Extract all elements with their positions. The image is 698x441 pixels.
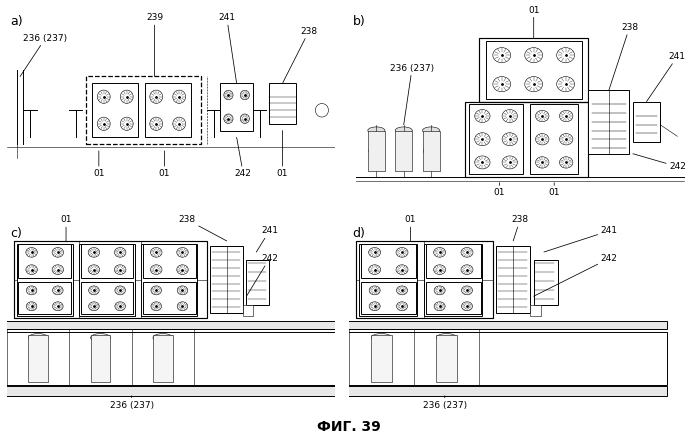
Bar bbox=[143, 282, 195, 314]
Bar bbox=[143, 244, 195, 278]
Bar bbox=[17, 244, 73, 316]
Bar bbox=[534, 260, 558, 305]
Text: 238: 238 bbox=[283, 27, 318, 83]
Bar bbox=[220, 83, 253, 131]
Bar bbox=[210, 247, 243, 313]
Text: b): b) bbox=[352, 15, 365, 28]
Bar bbox=[246, 260, 269, 305]
Bar bbox=[3, 386, 437, 396]
Text: 239: 239 bbox=[146, 13, 163, 76]
Text: 01: 01 bbox=[493, 183, 505, 197]
Bar bbox=[422, 131, 440, 171]
Bar bbox=[371, 335, 392, 382]
Text: 242: 242 bbox=[246, 254, 278, 296]
Bar bbox=[29, 335, 48, 382]
Text: 236 (237): 236 (237) bbox=[390, 64, 434, 125]
Bar bbox=[269, 83, 296, 124]
Text: 01: 01 bbox=[93, 151, 105, 178]
Bar bbox=[426, 244, 481, 278]
Bar bbox=[142, 244, 198, 316]
Ellipse shape bbox=[29, 333, 48, 342]
Text: 238: 238 bbox=[179, 215, 227, 241]
Bar bbox=[356, 241, 493, 318]
Bar bbox=[144, 83, 191, 137]
Bar bbox=[633, 101, 660, 142]
Bar bbox=[436, 335, 456, 382]
Bar bbox=[588, 90, 630, 154]
Bar bbox=[346, 332, 667, 385]
Bar bbox=[359, 244, 417, 316]
Bar bbox=[530, 305, 540, 316]
Text: 241: 241 bbox=[646, 52, 686, 101]
Bar bbox=[426, 282, 481, 314]
Text: 01: 01 bbox=[549, 183, 560, 197]
Bar bbox=[86, 76, 200, 144]
Text: 236 (237): 236 (237) bbox=[20, 34, 68, 76]
Text: 238: 238 bbox=[512, 215, 528, 241]
Text: 01: 01 bbox=[158, 151, 170, 178]
Bar bbox=[466, 101, 588, 177]
Bar bbox=[479, 38, 588, 101]
Text: d): d) bbox=[352, 227, 365, 240]
Bar bbox=[18, 282, 71, 314]
Ellipse shape bbox=[153, 333, 172, 342]
Ellipse shape bbox=[436, 333, 456, 342]
Bar bbox=[243, 305, 253, 316]
Bar bbox=[496, 247, 530, 313]
Bar bbox=[92, 83, 138, 137]
Text: 241: 241 bbox=[544, 226, 618, 252]
Text: 238: 238 bbox=[609, 23, 638, 90]
Text: 01: 01 bbox=[277, 131, 288, 178]
Text: c): c) bbox=[10, 227, 22, 240]
Ellipse shape bbox=[368, 127, 385, 134]
Bar bbox=[79, 244, 135, 316]
Text: 236 (237): 236 (237) bbox=[423, 396, 467, 410]
Text: 236 (237): 236 (237) bbox=[110, 396, 154, 410]
Bar bbox=[346, 386, 667, 396]
Text: 01: 01 bbox=[528, 6, 540, 38]
Bar bbox=[81, 282, 133, 314]
Bar bbox=[91, 335, 110, 382]
Bar bbox=[361, 244, 416, 278]
Bar bbox=[361, 282, 416, 314]
Ellipse shape bbox=[395, 127, 413, 134]
Text: 241: 241 bbox=[256, 226, 278, 252]
Bar bbox=[530, 105, 578, 174]
Bar bbox=[3, 332, 437, 385]
Bar bbox=[3, 321, 437, 329]
Bar bbox=[153, 335, 172, 382]
Text: ФИГ. 39: ФИГ. 39 bbox=[317, 420, 381, 434]
Ellipse shape bbox=[91, 333, 110, 342]
Ellipse shape bbox=[371, 333, 392, 342]
Bar bbox=[81, 244, 133, 278]
Text: 01: 01 bbox=[60, 215, 72, 241]
Ellipse shape bbox=[422, 127, 440, 134]
Text: 242: 242 bbox=[633, 154, 685, 171]
Text: 01: 01 bbox=[405, 215, 416, 241]
Text: 242: 242 bbox=[235, 137, 251, 178]
Bar bbox=[395, 131, 413, 171]
Text: 241: 241 bbox=[218, 13, 237, 83]
Bar bbox=[469, 105, 524, 174]
Bar bbox=[18, 244, 71, 278]
Bar bbox=[368, 131, 385, 171]
Bar bbox=[346, 321, 667, 329]
Text: a): a) bbox=[10, 15, 23, 28]
Bar bbox=[13, 241, 207, 318]
Bar bbox=[486, 41, 581, 99]
Text: 242: 242 bbox=[534, 254, 617, 296]
Bar bbox=[424, 244, 482, 316]
